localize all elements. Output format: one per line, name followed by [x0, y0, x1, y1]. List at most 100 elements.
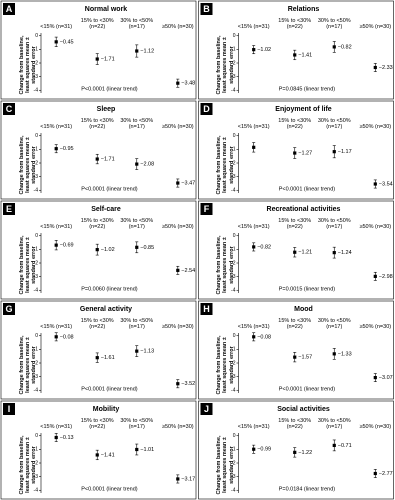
value-label: −2.54 — [181, 268, 195, 274]
panel-border — [0, 400, 197, 500]
value-label: −0.71 — [338, 443, 352, 449]
category-box: <15% (n=31) — [238, 324, 270, 330]
panel-letter: E — [6, 204, 12, 214]
y-tick-label: 0 — [233, 433, 236, 439]
category-box: 15% to <30% (n=22) — [278, 118, 311, 130]
value-label: −1.61 — [101, 355, 115, 361]
y-tick-label: -2 — [34, 360, 39, 366]
point — [135, 49, 139, 53]
category-box: <15% (n=31) — [40, 424, 72, 430]
panel-title: Self-care — [91, 206, 121, 213]
panel-title: Mobility — [93, 406, 120, 413]
category-box: 30% to <50% (n=17) — [120, 318, 153, 330]
y-tick-label: -2 — [34, 60, 39, 66]
category-box: 15% to <30% (n=22) — [80, 317, 114, 330]
point — [332, 352, 336, 356]
panel-badge — [200, 103, 213, 115]
point — [373, 182, 377, 186]
annotation: P<0.0001 (linear trend) — [81, 386, 138, 392]
y-tick-label: -3 — [34, 74, 39, 80]
point — [332, 45, 336, 49]
y-tick-label: -4 — [231, 88, 236, 94]
value-label: −3.54 — [379, 181, 393, 187]
panel-letter: F — [204, 204, 210, 214]
category-label: 15% to <30% (n=22) — [80, 117, 114, 130]
panel-letter: D — [203, 104, 210, 114]
category-label: 15% to <30% (n=22) — [80, 317, 114, 330]
y-axis-label-box: Change from baseline, least squares mean… — [216, 435, 235, 495]
y-tick-label: -3 — [34, 474, 39, 480]
category-label: 30% to <50% (n=17) — [317, 117, 351, 130]
point — [293, 53, 297, 57]
annotation: P=0.0015 (linear trend) — [279, 286, 336, 292]
category-box: 30% to <50% (n=17) — [120, 218, 153, 230]
category-label: ≥50% (n=30) — [161, 223, 194, 230]
point — [332, 150, 336, 154]
y-tick-label: -1 — [34, 347, 39, 353]
point — [54, 40, 58, 44]
point — [135, 349, 139, 353]
panel-title: Normal work — [85, 6, 128, 13]
y-tick-label: 0 — [35, 133, 38, 139]
value-label: −0.99 — [257, 447, 271, 453]
y-tick-label: -4 — [231, 288, 236, 294]
category-box: <15% (n=31) — [238, 124, 270, 130]
category-label: ≥50% (n=30) — [359, 423, 392, 430]
category-label: <15% (n=31) — [40, 23, 73, 30]
y-tick-label: -1 — [34, 447, 39, 453]
point — [95, 248, 99, 252]
panel-letter: B — [203, 4, 210, 14]
category-label: ≥50% (n=30) — [161, 323, 194, 330]
point — [95, 57, 99, 61]
panel-border — [0, 300, 197, 400]
panel-title: Recreational activities — [267, 206, 341, 213]
point — [293, 151, 297, 155]
panel-badge — [3, 103, 15, 115]
category-box: 30% to <50% (n=17) — [318, 318, 351, 330]
panel-title: Sleep — [97, 106, 116, 113]
y-tick-label: -4 — [34, 388, 39, 394]
panel-badge — [200, 303, 213, 315]
y-tick-label: -3 — [231, 74, 236, 80]
category-box: 15% to <30% (n=22) — [81, 18, 114, 30]
category-label: ≥50% (n=30) — [359, 123, 392, 130]
category-label: <15% (n=31) — [237, 223, 270, 230]
panel-badge — [3, 403, 15, 415]
y-tick-label: -4 — [34, 188, 39, 194]
point — [95, 157, 99, 161]
panel-letter: A — [6, 4, 13, 14]
value-label: −1.01 — [140, 447, 154, 453]
panel-letter: C — [6, 104, 13, 114]
y-axis-label: Change from baseline, least squares mean… — [18, 135, 38, 195]
value-label: −0.69 — [60, 243, 74, 249]
category-box: ≥50% (n=30) — [359, 324, 391, 330]
category-label: <15% (n=31) — [237, 423, 270, 430]
category-box: ≥50% (n=30) — [161, 323, 194, 330]
panel-title: Social activities — [277, 406, 330, 413]
category-box: ≥50% (n=30) — [162, 124, 194, 130]
y-tick-label: -4 — [231, 488, 236, 494]
value-label: −2.98 — [379, 274, 393, 280]
y-axis-label-box: Change from baseline, least squares mean… — [216, 36, 235, 95]
y-tick-label: -1 — [231, 347, 236, 353]
y-tick-label: -3 — [231, 274, 236, 280]
value-label: −1.02 — [101, 247, 115, 253]
category-box: ≥50% (n=30) — [359, 223, 392, 230]
category-label: 15% to <30% (n=22) — [80, 417, 114, 430]
point — [293, 450, 297, 454]
category-label: ≥50% (n=30) — [161, 423, 194, 430]
point — [332, 251, 336, 255]
category-box: <15% (n=31) — [237, 223, 270, 230]
category-label: ≥50% (n=30) — [359, 223, 392, 230]
point — [373, 375, 377, 380]
y-tick-label: -2 — [34, 460, 39, 466]
category-box: 15% to <30% (n=22) — [278, 318, 311, 330]
panel-border — [198, 200, 394, 300]
category-box: 15% to <30% (n=22) — [80, 117, 114, 130]
panel-letter: H — [203, 304, 210, 314]
category-label: ≥50% (n=30) — [359, 23, 392, 30]
category-label: 30% to <50% (n=17) — [317, 17, 351, 30]
point — [252, 245, 256, 249]
annotation: P<0.0001 (linear trend) — [81, 486, 138, 492]
y-axis-label: Change from baseline, least squares mean… — [216, 435, 235, 495]
